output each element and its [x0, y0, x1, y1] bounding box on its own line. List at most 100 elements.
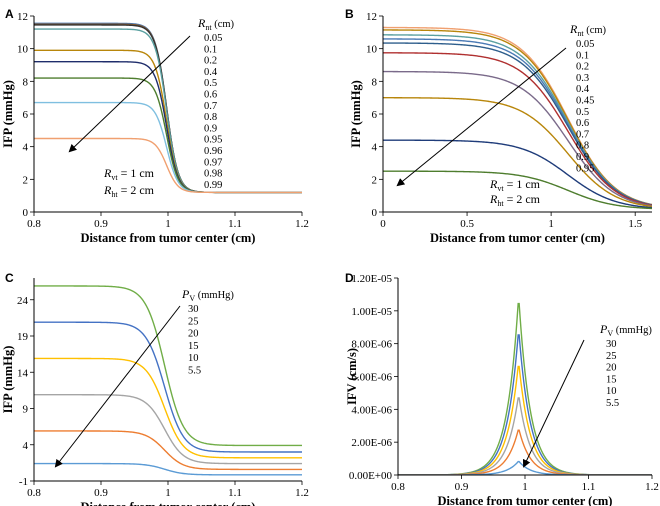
legend-entry: 0.05 [204, 33, 222, 44]
panel-label: D [345, 271, 354, 285]
legend-entry: 0.7 [204, 101, 217, 112]
legend-entry: 30 [188, 304, 199, 315]
legend-entry: 0.99 [204, 180, 222, 191]
panel-c: C 0.8 0.9 1 1.1 1.2 -1 4 9 14 19 24 Distance from tu… [1, 271, 309, 506]
legend-entry: 0.9 [576, 152, 589, 163]
y-tick-label: 6.00E-06 [351, 372, 392, 384]
legend-entry: 0.95 [204, 135, 222, 146]
panel-d: D 0.8 0.9 1 1.1 1.2 0.00E+00 2.00E-06 4.00E-06 6.… [345, 271, 659, 506]
y-tick-label: 4 [23, 142, 29, 154]
legend-title: PV (mmHg) [181, 287, 234, 303]
y-tick-label: 8 [372, 76, 378, 88]
legend-entry: 0.4 [576, 84, 590, 95]
legend-title: Rnt (cm) [197, 16, 235, 32]
y-tick-label: 14 [17, 367, 29, 379]
axes [33, 16, 302, 213]
x-tick-label: 1 [165, 218, 171, 230]
x-tick-label: 1.2 [295, 218, 309, 230]
y-axis-label: IFP (mmHg) [1, 346, 15, 414]
series-line-10 [34, 430, 302, 471]
x-tick-label: 0.9 [455, 481, 469, 493]
series-line-0-4 [383, 42, 652, 206]
x-tick-label: 0.8 [391, 481, 405, 493]
legend-entry: 0.1 [204, 44, 217, 55]
series-line-10 [398, 429, 652, 475]
legend-entry: 5.5 [606, 398, 619, 409]
panel-label: A [5, 7, 14, 21]
series-line-0-5 [383, 70, 652, 207]
series-line-5-5 [34, 462, 302, 476]
legend-entry: 15 [606, 374, 617, 385]
legend-entry: 0.95 [576, 163, 594, 174]
x-axis-label: Distance from tumor center (cm) [81, 231, 256, 245]
y-tick-label: 2 [23, 174, 29, 186]
legend-entry: 0.5 [576, 107, 589, 118]
trend-arrow [396, 47, 567, 187]
series-line-0-8 [383, 170, 652, 210]
x-tick-label: 0.9 [94, 218, 108, 230]
legend-entry: 30 [606, 339, 617, 350]
series-line-0-7 [383, 139, 652, 209]
legend-entry: 0.5 [204, 78, 217, 89]
legend-entry: 0.45 [576, 96, 594, 107]
legend-entry: 15 [188, 341, 199, 352]
y-tick-label: 6 [23, 109, 29, 121]
y-tick-label: 12 [17, 11, 28, 23]
x-tick-label: 0 [380, 218, 386, 230]
legend-title: PV (mmHg) [599, 322, 652, 338]
legend-entry: 10 [606, 386, 617, 397]
trend-arrow [68, 35, 191, 153]
legend-entry: 0.98 [204, 169, 222, 180]
legend-entry: 0.4 [204, 67, 218, 78]
legend-entry: 0.2 [576, 62, 589, 73]
trend-arrow [54, 305, 181, 468]
x-tick-label: 1 [548, 218, 554, 230]
y-tick-label: 19 [17, 331, 29, 343]
legend-entry: 0.9 [204, 123, 217, 134]
y-tick-label: 6 [372, 109, 378, 121]
x-tick-label: 0.5 [460, 218, 474, 230]
y-axis-label: IFV (cm/s) [345, 348, 359, 405]
x-axis-label: Distance from tumor center (cm) [81, 500, 256, 506]
axes [33, 278, 302, 482]
legend-entry: 0.3 [576, 73, 589, 84]
legend-entry: 0.96 [204, 146, 222, 157]
panel-b: B 0 0.5 1 1.5 0 2 4 6 8 10 12 Distance from tumor ce… [345, 7, 652, 245]
legend-entry: 0.8 [204, 112, 217, 123]
annotation-line: Rvt = 1 cm [103, 166, 155, 182]
y-tick-label: 4 [23, 440, 29, 452]
y-tick-label: 2.00E-06 [351, 437, 392, 449]
legend-entry: 20 [188, 329, 199, 340]
y-tick-label: 8.00E-06 [351, 339, 392, 351]
legend-entry: 0.2 [204, 56, 217, 67]
panel-label: C [5, 271, 14, 285]
legend-entry: 25 [606, 351, 617, 362]
y-tick-label: 1.00E-05 [351, 306, 392, 318]
legend-title: Rnt (cm) [569, 22, 607, 38]
y-tick-label: 10 [17, 44, 29, 56]
y-axis-label: IFP (mmHg) [1, 80, 15, 148]
series-group [34, 22, 302, 194]
x-tick-label: 0.8 [27, 218, 41, 230]
series-line-15 [34, 394, 302, 465]
series-line-0-9 [34, 137, 302, 194]
y-tick-label: 0 [372, 207, 378, 219]
series-line-0-45 [383, 52, 652, 206]
legend-entry: 0.05 [576, 39, 594, 50]
legend-entry: 20 [606, 363, 617, 374]
y-tick-label: 12 [366, 11, 377, 23]
x-tick-label: 1 [522, 481, 528, 493]
x-tick-label: 0.8 [27, 487, 41, 499]
panel-label: B [345, 7, 354, 21]
series-line-20 [34, 357, 302, 459]
y-axis-label: IFP (mmHg) [349, 80, 363, 148]
series-group [383, 26, 652, 210]
y-tick-label: 9 [23, 404, 29, 416]
legend-entry: 0.1 [576, 50, 589, 61]
y-tick-label: 8 [23, 76, 29, 88]
legend-entry: 0.6 [576, 118, 589, 129]
y-tick-label: 0 [23, 207, 29, 219]
x-tick-label: 1.5 [628, 218, 642, 230]
